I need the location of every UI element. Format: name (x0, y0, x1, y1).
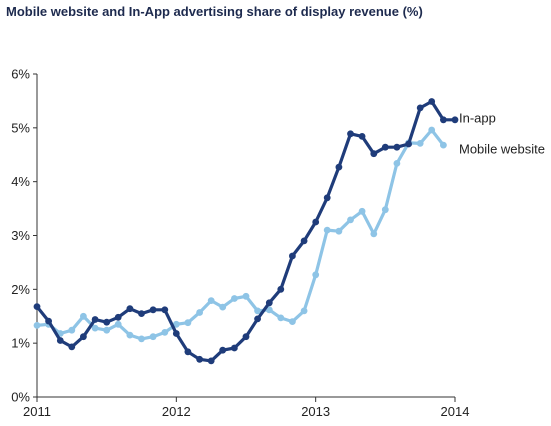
x-tick-label: 2013 (301, 404, 330, 419)
data-point-mobile-website (68, 326, 76, 334)
data-point-in-app (277, 285, 285, 293)
data-point-mobile-website (149, 333, 157, 341)
data-point-mobile-website (393, 160, 401, 167)
data-point-mobile-website (416, 140, 424, 147)
data-point-in-app (126, 305, 134, 313)
data-point-in-app (358, 133, 366, 140)
data-point-mobile-website (440, 141, 447, 149)
data-point-mobile-website (265, 306, 273, 314)
data-point-in-app (312, 218, 320, 226)
data-point-mobile-website (126, 331, 134, 339)
data-point-mobile-website (33, 322, 41, 329)
data-point-in-app (347, 130, 354, 138)
data-point-mobile-website (428, 126, 436, 134)
axes: 0% 1% 2% 3% 4% 5% 6% 2011 2012 2013 2014 (11, 67, 469, 420)
data-point-mobile-website (358, 207, 366, 215)
data-point-in-app (381, 143, 389, 151)
data-point-in-app (33, 303, 41, 310)
data-point-in-app (440, 116, 447, 124)
data-point-in-app (451, 116, 459, 124)
series-layer (33, 98, 459, 365)
data-point-mobile-website (103, 326, 111, 334)
data-point-in-app (103, 318, 111, 326)
data-point-in-app (138, 310, 145, 317)
data-point-mobile-website (323, 226, 331, 234)
data-point-in-app (242, 333, 250, 341)
data-point-mobile-website (335, 227, 343, 235)
data-point-in-app (45, 317, 52, 325)
data-point-in-app (114, 313, 122, 321)
data-point-mobile-website (172, 320, 180, 328)
y-tick-label: 0% (11, 390, 30, 405)
data-point-in-app (207, 357, 215, 365)
data-point-in-app (80, 333, 87, 341)
data-point-mobile-website (381, 206, 389, 214)
data-point-in-app (405, 140, 412, 148)
data-point-in-app (184, 348, 192, 356)
series-in-app (33, 98, 459, 365)
data-point-in-app (300, 237, 308, 245)
data-point-in-app (323, 194, 331, 202)
data-point-mobile-website (289, 318, 296, 325)
legend: In-app Mobile website (459, 111, 545, 157)
legend-label-mobile-website: Mobile website (459, 142, 545, 157)
data-point-mobile-website (242, 292, 250, 300)
data-point-in-app (370, 150, 378, 158)
data-point-mobile-website (114, 320, 122, 328)
data-point-mobile-website (196, 309, 204, 316)
data-point-mobile-website (161, 329, 169, 336)
legend-label-in-app: In-app (459, 111, 496, 126)
data-point-mobile-website (300, 307, 308, 315)
data-point-in-app (428, 98, 436, 105)
data-point-in-app (265, 299, 273, 307)
series-mobile-website (33, 126, 447, 343)
x-tick-label: 2014 (441, 404, 470, 419)
data-point-in-app (254, 315, 261, 323)
series-line-in-app (35, 99, 457, 363)
y-tick-label: 5% (11, 120, 30, 135)
data-point-in-app (68, 343, 76, 351)
data-point-mobile-website (231, 295, 238, 302)
data-point-in-app (289, 252, 296, 260)
data-point-mobile-website (277, 314, 285, 322)
data-point-in-app (161, 306, 169, 314)
data-point-in-app (56, 337, 64, 344)
x-tick-label: 2012 (162, 404, 191, 419)
y-tick-label: 2% (11, 282, 30, 297)
data-point-mobile-website (347, 216, 354, 224)
data-point-mobile-website (207, 297, 215, 304)
y-tick-label: 3% (11, 228, 30, 243)
data-point-in-app (335, 163, 343, 171)
data-point-mobile-website (312, 271, 320, 279)
data-point-mobile-website (254, 307, 261, 315)
y-tick-label: 4% (11, 174, 30, 189)
data-point-in-app (91, 316, 99, 323)
y-tick-label: 6% (11, 67, 30, 82)
data-point-mobile-website (80, 312, 87, 320)
data-point-in-app (416, 104, 424, 112)
data-point-in-app (219, 346, 227, 354)
data-point-mobile-website (184, 319, 192, 327)
data-point-mobile-website (219, 303, 227, 311)
data-point-in-app (196, 355, 204, 363)
y-tick-label: 1% (11, 336, 30, 351)
data-point-in-app (231, 344, 238, 352)
chart-title: Mobile website and In-App advertising sh… (6, 4, 423, 19)
data-point-in-app (149, 306, 157, 314)
series-line-mobile-website (35, 128, 445, 341)
x-tick-label: 2011 (23, 404, 51, 419)
data-point-mobile-website (138, 335, 145, 343)
data-point-in-app (393, 143, 401, 151)
data-point-in-app (172, 330, 180, 337)
data-point-mobile-website (370, 230, 378, 238)
data-point-mobile-website (91, 324, 99, 332)
